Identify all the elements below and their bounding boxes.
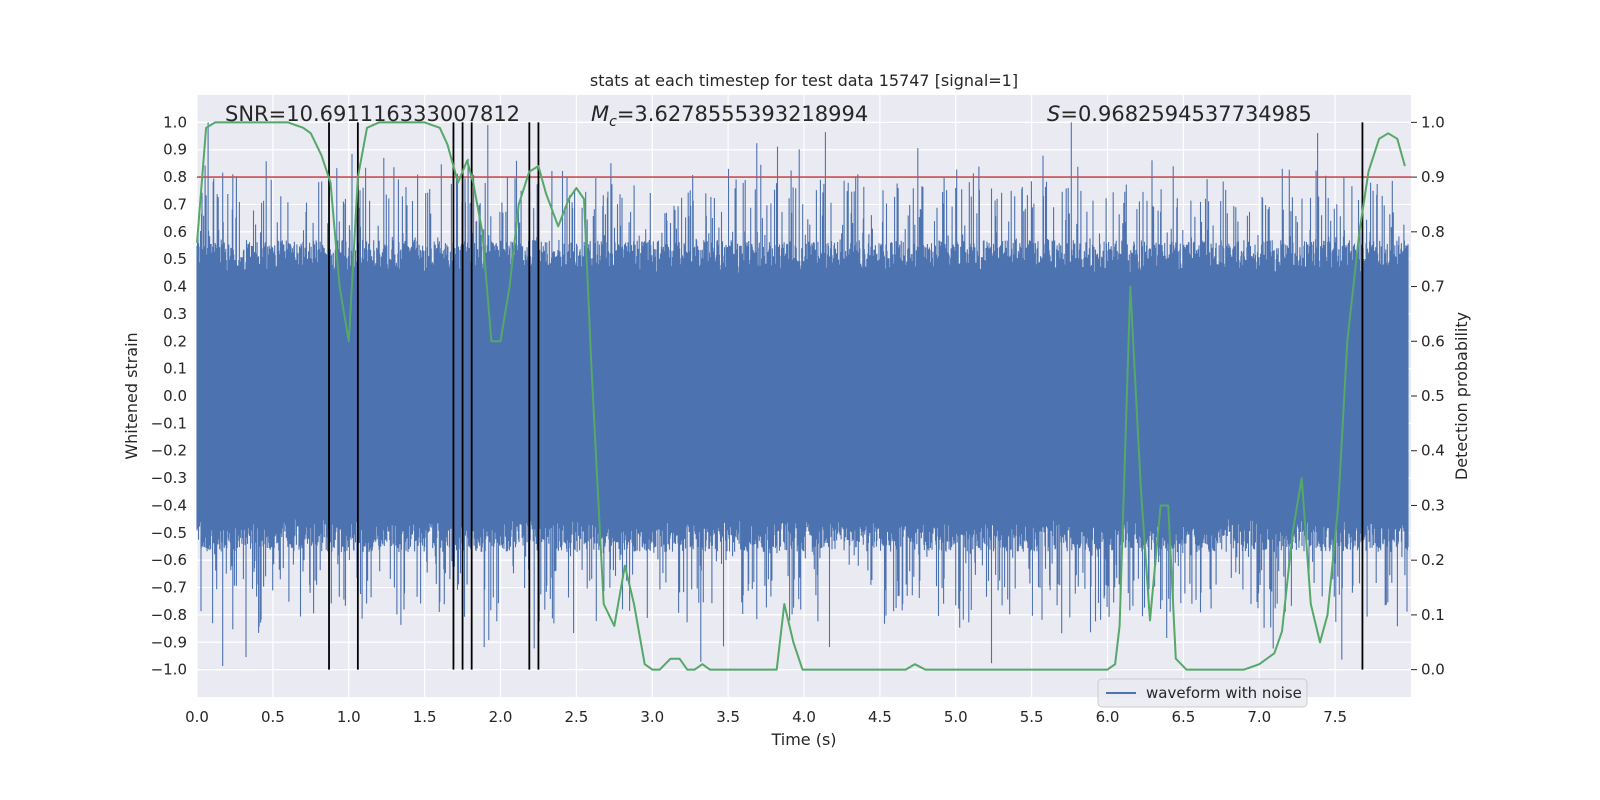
y-right-tick-label: 0.1 <box>1421 606 1445 624</box>
x-tick-label: 5.5 <box>1020 708 1044 726</box>
annotation-score-value: =0.9682594537734985 <box>1060 102 1311 126</box>
y-left-tick-label: −0.9 <box>151 633 187 651</box>
legend-box <box>1097 678 1308 708</box>
y-left-tick-label: 0.0 <box>163 387 187 405</box>
y-left-tick-label: 0.4 <box>163 278 187 296</box>
y-left-tick-label: −0.7 <box>151 579 187 597</box>
series-detection-probability <box>196 121 1406 671</box>
y-right-tick-label: 0.9 <box>1421 168 1445 186</box>
y-right-axis-title: Detection probability <box>1452 312 1471 480</box>
y-left-tick-label: 0.7 <box>163 195 187 213</box>
x-tick-label: 2.5 <box>564 708 588 726</box>
y-right-tick-label: 0.3 <box>1421 496 1445 514</box>
tick-labels: 0.0 0.5 1.0 1.5 2.0 2.5 3.0 3.5 4.0 4.5 5.0 5.5 6.0 6… <box>151 113 1445 726</box>
y-left-tick-label: 0.2 <box>163 332 187 350</box>
y-right-tick-label: 0.7 <box>1421 278 1445 296</box>
annotation-snr: SNR=10.691116333007812 <box>225 102 520 126</box>
annotation-chirp-mass-subscript: c <box>609 114 617 130</box>
y-left-tick-label: −0.3 <box>151 469 187 487</box>
x-tick-label: 5.0 <box>944 708 968 726</box>
annotation-chirp-mass-symbol: M <box>591 102 609 126</box>
x-tick-label: 3.5 <box>716 708 740 726</box>
x-tick-label: 0.5 <box>261 708 285 726</box>
x-tick-label: 6.5 <box>1171 708 1195 726</box>
x-tick-label: 7.5 <box>1323 708 1347 726</box>
x-tick-label: 7.0 <box>1247 708 1271 726</box>
legend-label-waveform: waveform with noise <box>1146 684 1302 702</box>
x-tick-label: 1.5 <box>413 708 437 726</box>
y-left-tick-label: −0.2 <box>151 442 187 460</box>
y-left-tick-label: −0.4 <box>151 496 187 514</box>
y-right-tick-label: 0.4 <box>1421 442 1445 460</box>
series-waveform-with-noise <box>196 122 1409 666</box>
y-left-tick-label: −0.6 <box>151 551 187 569</box>
detection-probability-line <box>196 121 1406 671</box>
y-right-tick-label: 0.2 <box>1421 551 1445 569</box>
annotation-score-symbol: S <box>1047 102 1060 126</box>
annotation-chirp-mass-value: =3.6278555393218994 <box>617 102 868 126</box>
x-tick-label: 4.0 <box>792 708 816 726</box>
x-tick-label: 6.0 <box>1096 708 1120 726</box>
y-right-tick-label: 0.6 <box>1421 332 1445 350</box>
y-left-tick-label: −0.1 <box>151 414 187 432</box>
y-left-tick-label: 0.9 <box>163 141 187 159</box>
y-left-tick-label: −1.0 <box>151 661 187 679</box>
x-tick-label: 2.0 <box>489 708 513 726</box>
x-tick-label: 1.0 <box>337 708 361 726</box>
y-left-tick-label: 0.8 <box>163 168 187 186</box>
annotation-chirp-mass: Mc=3.6278555393218994 <box>591 102 868 130</box>
y-left-tick-label: 1.0 <box>163 113 187 131</box>
legend: waveform with noise <box>1097 678 1308 708</box>
y-left-tick-label: −0.5 <box>151 524 187 542</box>
y-left-tick-label: 0.3 <box>163 305 187 323</box>
x-axis-title: Time (s) <box>770 730 836 749</box>
vertical-lines <box>328 122 1364 670</box>
x-tick-label: 0.0 <box>185 708 209 726</box>
y-right-tick-label: 0.8 <box>1421 223 1445 241</box>
y-left-tick-label: 0.1 <box>163 360 187 378</box>
x-tick-label: 4.5 <box>868 708 892 726</box>
waveform-path <box>196 122 1409 666</box>
y-right-tick-label: 0.0 <box>1421 661 1445 679</box>
y-left-axis-title: Whitened strain <box>122 332 141 459</box>
y-left-tick-label: 0.6 <box>163 223 187 241</box>
chart-title: stats at each timestep for test data 157… <box>590 71 1018 90</box>
annotation-score: S=0.9682594537734985 <box>1047 102 1312 126</box>
y-left-tick-label: −0.8 <box>151 606 187 624</box>
y-left-tick-label: 0.5 <box>163 250 187 268</box>
y-right-tick-label: 0.5 <box>1421 387 1445 405</box>
y-right-tick-label: 1.0 <box>1421 113 1445 131</box>
x-tick-label: 3.0 <box>640 708 664 726</box>
